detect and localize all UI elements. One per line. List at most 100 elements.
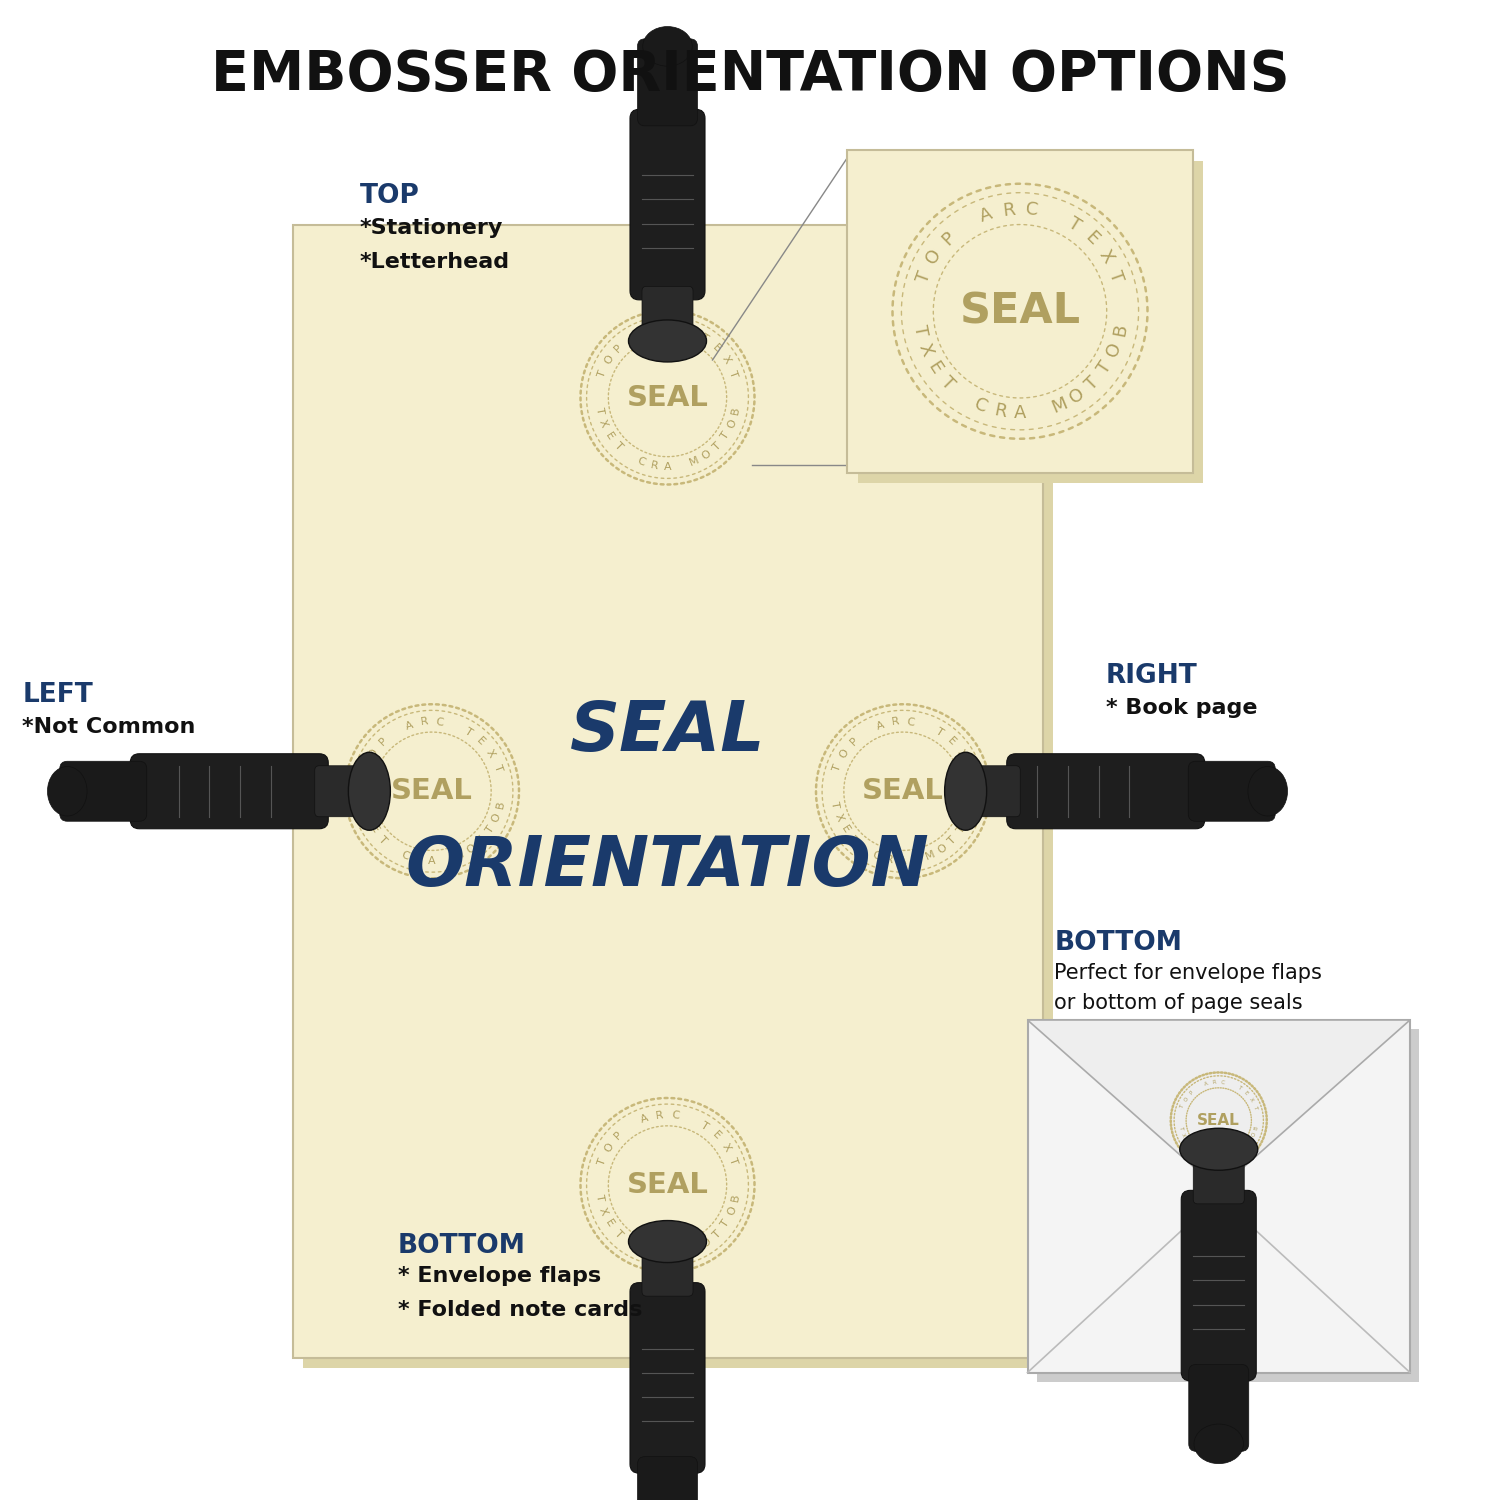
Text: T: T	[594, 406, 604, 416]
FancyBboxPatch shape	[303, 236, 1053, 1368]
Text: X: X	[484, 748, 496, 759]
Text: C: C	[1024, 200, 1038, 219]
Text: R: R	[1209, 1155, 1214, 1161]
Text: BOTTOM: BOTTOM	[1054, 930, 1182, 956]
Text: A: A	[978, 204, 996, 225]
FancyBboxPatch shape	[1188, 1365, 1248, 1452]
Text: SEAL: SEAL	[570, 698, 765, 765]
Text: T: T	[1179, 1125, 1184, 1130]
Text: P: P	[938, 228, 958, 249]
Text: T: T	[956, 824, 968, 836]
Text: M: M	[688, 456, 700, 468]
Text: R: R	[1212, 1080, 1216, 1084]
Text: A: A	[898, 856, 908, 865]
Text: T: T	[720, 430, 732, 441]
Text: T: T	[612, 441, 624, 453]
Text: E: E	[1244, 1090, 1248, 1096]
Text: O: O	[1251, 1132, 1257, 1138]
Text: T: T	[596, 369, 608, 380]
Ellipse shape	[1248, 766, 1287, 816]
FancyBboxPatch shape	[630, 110, 705, 300]
Text: C: C	[670, 1110, 680, 1120]
Text: C: C	[972, 394, 990, 416]
FancyBboxPatch shape	[1182, 1191, 1257, 1382]
Text: C: C	[870, 849, 882, 861]
Text: * Envelope flaps: * Envelope flaps	[398, 1266, 600, 1286]
Text: O: O	[1104, 339, 1125, 360]
Text: SEAL: SEAL	[627, 384, 708, 411]
Text: T: T	[1236, 1084, 1242, 1090]
Text: E: E	[603, 1218, 615, 1228]
Text: B: B	[1254, 1125, 1260, 1130]
Text: O: O	[603, 354, 615, 366]
Text: T: T	[1244, 1144, 1250, 1150]
Text: R: R	[656, 1110, 664, 1120]
Text: O: O	[936, 843, 948, 855]
Text: T: T	[1252, 1106, 1258, 1110]
Text: T: T	[934, 726, 945, 738]
Text: T: T	[596, 1156, 608, 1167]
Text: B: B	[730, 1194, 741, 1203]
Text: E: E	[1082, 228, 1102, 249]
Text: SEAL: SEAL	[1197, 1113, 1240, 1128]
Text: X: X	[597, 419, 609, 429]
Text: M: M	[1048, 394, 1070, 417]
Text: T: T	[594, 1194, 604, 1203]
Text: T: T	[612, 1228, 624, 1240]
Text: O: O	[1238, 1149, 1244, 1155]
Text: X: X	[362, 812, 374, 824]
Text: O: O	[465, 843, 477, 855]
Text: P: P	[612, 342, 624, 354]
Text: R: R	[992, 400, 1008, 422]
Text: T: T	[464, 726, 474, 738]
Text: O: O	[700, 448, 712, 462]
Text: T: T	[492, 764, 504, 772]
Text: T: T	[360, 764, 372, 772]
Text: SEAL: SEAL	[862, 777, 944, 806]
Text: X: X	[720, 1142, 732, 1154]
Text: EMBOSSER ORIENTATION OPTIONS: EMBOSSER ORIENTATION OPTIONS	[210, 48, 1290, 102]
Text: T: T	[1248, 1138, 1254, 1144]
Text: C: C	[634, 456, 646, 468]
FancyBboxPatch shape	[315, 765, 362, 816]
Text: *Not Common: *Not Common	[22, 717, 196, 736]
Text: * Folded note cards: * Folded note cards	[398, 1300, 642, 1320]
Text: SEAL: SEAL	[392, 777, 472, 806]
Text: T: T	[847, 834, 859, 846]
Text: E: E	[603, 430, 615, 441]
Ellipse shape	[628, 320, 706, 362]
Text: C: C	[906, 717, 915, 728]
Text: B: B	[730, 406, 741, 416]
Text: E: E	[476, 735, 488, 748]
Text: E: E	[839, 824, 850, 836]
FancyBboxPatch shape	[638, 1456, 698, 1500]
Text: T: T	[711, 441, 723, 453]
Text: TOP: TOP	[360, 183, 420, 209]
Ellipse shape	[48, 766, 87, 816]
Text: BOTTOM: BOTTOM	[398, 1233, 525, 1258]
Text: M: M	[688, 1244, 700, 1256]
Text: C: C	[670, 322, 680, 333]
Text: X: X	[915, 340, 936, 358]
FancyBboxPatch shape	[1007, 753, 1204, 828]
Text: T: T	[963, 764, 975, 772]
Text: O: O	[603, 1142, 615, 1154]
Text: R: R	[656, 322, 664, 333]
Text: O: O	[490, 812, 502, 824]
Text: B: B	[1110, 322, 1130, 338]
Text: T: T	[946, 834, 958, 846]
Text: or bottom of page seals: or bottom of page seals	[1054, 993, 1304, 1012]
Text: C: C	[634, 1244, 646, 1256]
Text: M: M	[1230, 1152, 1236, 1160]
Text: M: M	[924, 849, 936, 862]
FancyBboxPatch shape	[1194, 1158, 1245, 1204]
Ellipse shape	[1194, 1424, 1243, 1464]
Text: B: B	[966, 800, 976, 808]
Ellipse shape	[1179, 1128, 1257, 1170]
Text: X: X	[1095, 246, 1118, 267]
Text: O: O	[368, 747, 380, 760]
FancyBboxPatch shape	[630, 1282, 705, 1473]
Text: *Letterhead: *Letterhead	[360, 252, 510, 272]
Text: O: O	[1066, 384, 1088, 408]
Text: O: O	[700, 1236, 712, 1250]
